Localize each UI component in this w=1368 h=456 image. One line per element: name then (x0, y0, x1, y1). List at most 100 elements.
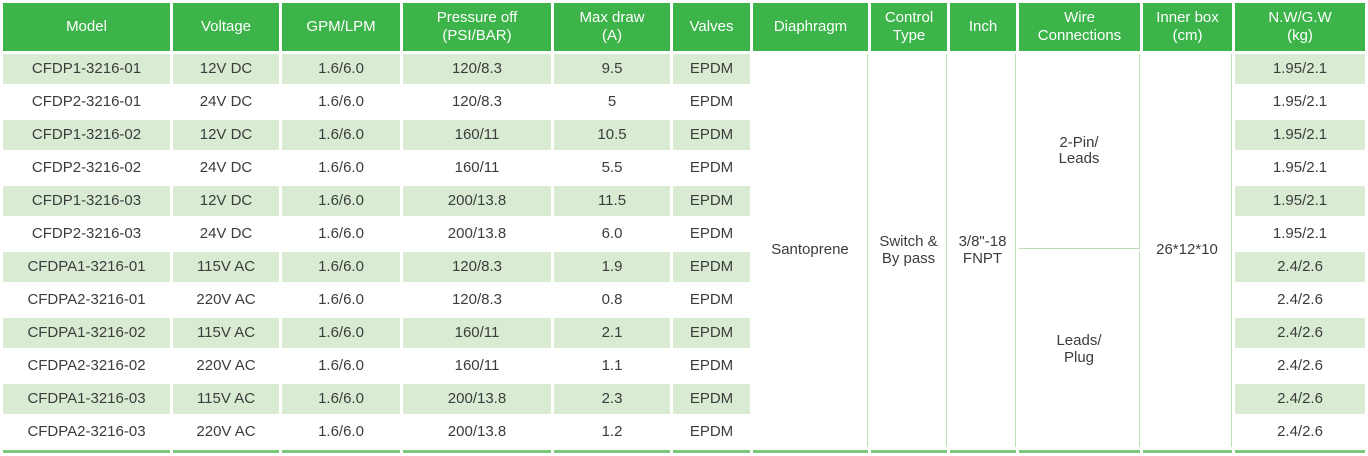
cell-model: CFDPA1-3216-01 (3, 252, 170, 282)
cell-gpm-lpm: 1.6/6.0 (282, 318, 400, 348)
cell-max-draw: 1.1 (554, 351, 670, 381)
cell-model: CFDP2-3216-01 (3, 87, 170, 117)
cell-model: CFDPA1-3216-02 (3, 318, 170, 348)
cell-model: CFDP1-3216-01 (3, 54, 170, 84)
cell-max-draw: 11.5 (554, 186, 670, 216)
cell-valves: EPDM (673, 252, 750, 282)
cell-max-draw: 2.1 (554, 318, 670, 348)
cell-gpm-lpm: 1.6/6.0 (282, 252, 400, 282)
cell-pressure-off: 160/11 (403, 351, 551, 381)
table-row: CFDP2-3216-01 24V DC 1.6/6.0 120/8.3 5 E… (3, 87, 1365, 117)
cell-pressure-off: 160/11 (403, 318, 551, 348)
cell-voltage: 115V AC (173, 252, 279, 282)
table-row: CFDPA1-3216-02 115V AC 1.6/6.0 160/11 2.… (3, 318, 1365, 348)
cell-max-draw: 0.8 (554, 285, 670, 315)
cell-valves: EPDM (673, 186, 750, 216)
cell-model: CFDP2-3216-03 (3, 219, 170, 249)
cell-model: CFDPA2-3216-02 (3, 351, 170, 381)
header-cell-voltage: Voltage (173, 3, 279, 51)
cell-pressure-off: 120/8.3 (403, 87, 551, 117)
cell-voltage: 220V AC (173, 285, 279, 315)
cell-model: CFDPA1-3216-03 (3, 384, 170, 414)
cell-valves: EPDM (673, 351, 750, 381)
cell-voltage: 12V DC (173, 120, 279, 150)
cell-valves: EPDM (673, 219, 750, 249)
cell-gpm-lpm: 1.6/6.0 (282, 417, 400, 447)
cell-nw-gw: 2.4/2.6 (1235, 417, 1365, 447)
bottom-border-row (3, 450, 1365, 453)
cell-max-draw: 1.2 (554, 417, 670, 447)
cell-pressure-off: 200/13.8 (403, 219, 551, 249)
cell-gpm-lpm: 1.6/6.0 (282, 153, 400, 183)
cell-nw-gw: 2.4/2.6 (1235, 351, 1365, 381)
bottom-border-segment (871, 450, 947, 453)
cell-voltage: 12V DC (173, 54, 279, 84)
cell-nw-gw: 2.4/2.6 (1235, 252, 1365, 282)
cell-valves: EPDM (673, 417, 750, 447)
cell-nw-gw: 1.95/2.1 (1235, 87, 1365, 117)
cell-pressure-off: 200/13.8 (403, 384, 551, 414)
header-cell-max-draw: Max draw (A) (554, 3, 670, 51)
cell-model: CFDP1-3216-03 (3, 186, 170, 216)
table-row: CFDP2-3216-02 24V DC 1.6/6.0 160/11 5.5 … (3, 153, 1365, 183)
cell-pressure-off: 120/8.3 (403, 252, 551, 282)
cell-pressure-off: 200/13.8 (403, 417, 551, 447)
cell-pressure-off: 120/8.3 (403, 54, 551, 84)
cell-pressure-off: 120/8.3 (403, 285, 551, 315)
cell-model: CFDP1-3216-02 (3, 120, 170, 150)
bottom-border-segment (950, 450, 1016, 453)
cell-valves: EPDM (673, 120, 750, 150)
bottom-border-segment (1019, 450, 1140, 453)
table-row: CFDP1-3216-01 12V DC 1.6/6.0 120/8.3 9.5… (3, 54, 1365, 447)
table-row: CFDP1-3216-02 12V DC 1.6/6.0 160/11 10.5… (3, 120, 1365, 150)
cell-gpm-lpm: 1.6/6.0 (282, 219, 400, 249)
cell-max-draw: 6.0 (554, 219, 670, 249)
cell-valves: EPDM (673, 153, 750, 183)
bottom-border-segment (673, 450, 750, 453)
bottom-border-segment (3, 450, 170, 453)
table-row: CFDP1-3216-03 12V DC 1.6/6.0 200/13.8 11… (3, 186, 1365, 216)
cell-max-draw: 1.9 (554, 252, 670, 282)
bottom-border-segment (1143, 450, 1232, 453)
table-row: CFDP2-3216-03 24V DC 1.6/6.0 200/13.8 6.… (3, 219, 1365, 249)
bottom-border-segment (173, 450, 279, 453)
cell-voltage: 115V AC (173, 318, 279, 348)
cell-valves: EPDM (673, 384, 750, 414)
table-row: CFDPA1-3216-01 115V AC 1.6/6.0 120/8.3 1… (3, 252, 1365, 447)
header-cell-inch: Inch (950, 3, 1016, 51)
cell-nw-gw: 2.4/2.6 (1235, 384, 1365, 414)
cell-nw-gw: 1.95/2.1 (1235, 219, 1365, 249)
cell-nw-gw: 2.4/2.6 (1235, 285, 1365, 315)
cell-valves: EPDM (673, 54, 750, 84)
cell-pressure-off: 160/11 (403, 120, 551, 150)
cell-gpm-lpm: 1.6/6.0 (282, 285, 400, 315)
table-row: CFDPA1-3216-03 115V AC 1.6/6.0 200/13.8 … (3, 384, 1365, 414)
header-row: Model Voltage GPM/LPM Pressure off (PSI/… (3, 3, 1365, 51)
cell-max-draw: 9.5 (554, 54, 670, 84)
cell-model: CFDP2-3216-02 (3, 153, 170, 183)
cell-gpm-lpm: 1.6/6.0 (282, 384, 400, 414)
cell-max-draw: 5 (554, 87, 670, 117)
cell-max-draw: 5.5 (554, 153, 670, 183)
table-row: CFDPA2-3216-03 220V AC 1.6/6.0 200/13.8 … (3, 417, 1365, 447)
cell-voltage: 12V DC (173, 186, 279, 216)
bottom-border-segment (1235, 450, 1365, 453)
header-cell-valves: Valves (673, 3, 750, 51)
cell-wire-connections-bottom: Leads/ Plug (1019, 252, 1140, 447)
cell-gpm-lpm: 1.6/6.0 (282, 87, 400, 117)
cell-gpm-lpm: 1.6/6.0 (282, 54, 400, 84)
cell-voltage: 220V AC (173, 417, 279, 447)
header-cell-gpm-lpm: GPM/LPM (282, 3, 400, 51)
header-cell-diaphragm: Diaphragm (753, 3, 868, 51)
cell-voltage: 220V AC (173, 351, 279, 381)
cell-inner-box: 26*12*10 (1143, 54, 1232, 447)
cell-max-draw: 2.3 (554, 384, 670, 414)
header-cell-nw-gw: N.W/G.W (kg) (1235, 3, 1365, 51)
cell-gpm-lpm: 1.6/6.0 (282, 351, 400, 381)
cell-voltage: 24V DC (173, 219, 279, 249)
bottom-border-segment (403, 450, 551, 453)
cell-voltage: 115V AC (173, 384, 279, 414)
cell-nw-gw: 1.95/2.1 (1235, 186, 1365, 216)
